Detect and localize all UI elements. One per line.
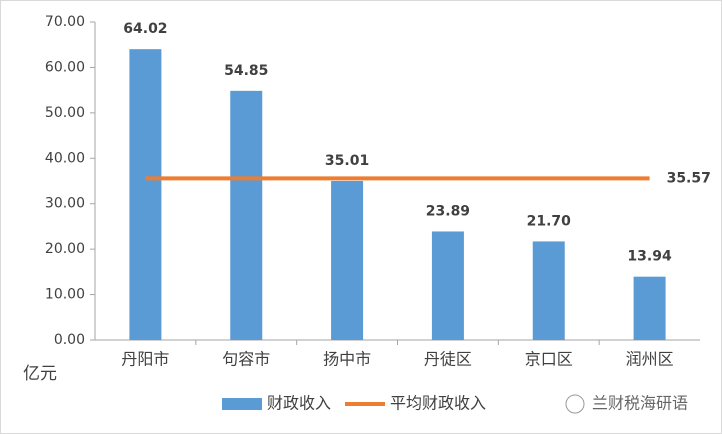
bar — [331, 180, 364, 340]
value-label: 35.01 — [325, 153, 369, 169]
bar — [129, 49, 162, 340]
y-tick-label: 20.00 — [45, 241, 85, 257]
y-tick-label: 40.00 — [45, 150, 85, 166]
y-unit: 亿元 — [23, 364, 57, 384]
y-tick-label: 60.00 — [45, 59, 85, 75]
legend-label: 平均财政收入 — [390, 394, 486, 413]
value-label: 13.94 — [627, 249, 672, 265]
y-tick-label: 50.00 — [45, 105, 85, 121]
x-tick-label: 丹徒区 — [424, 350, 472, 369]
bar — [230, 90, 263, 341]
x-tick-label: 丹阳市 — [121, 350, 169, 369]
value-label: 54.85 — [224, 63, 268, 79]
legend-label: 财政收入 — [267, 394, 331, 413]
x-tick-label: 润州区 — [626, 350, 674, 369]
y-tick-label: 70.00 — [45, 14, 85, 30]
y-tick-label: 10.00 — [45, 287, 85, 303]
value-label: 21.70 — [527, 213, 572, 229]
watermark-icon — [565, 394, 585, 414]
bar — [532, 241, 565, 340]
bar — [431, 231, 464, 340]
x-tick-label: 京口区 — [525, 350, 573, 369]
y-tick-label: 0.00 — [54, 332, 85, 348]
y-tick-label: 30.00 — [45, 196, 85, 212]
value-label: 23.89 — [426, 203, 470, 219]
x-tick-label: 扬中市 — [323, 350, 371, 369]
bar — [633, 276, 666, 340]
watermark: 兰财税海研语 — [565, 394, 688, 414]
watermark-text: 兰财税海研语 — [592, 394, 688, 413]
legend-swatch — [222, 398, 262, 410]
value-label: 64.02 — [123, 21, 167, 37]
value-label: 35.57 — [667, 170, 711, 186]
x-tick-label: 句容市 — [222, 350, 270, 369]
